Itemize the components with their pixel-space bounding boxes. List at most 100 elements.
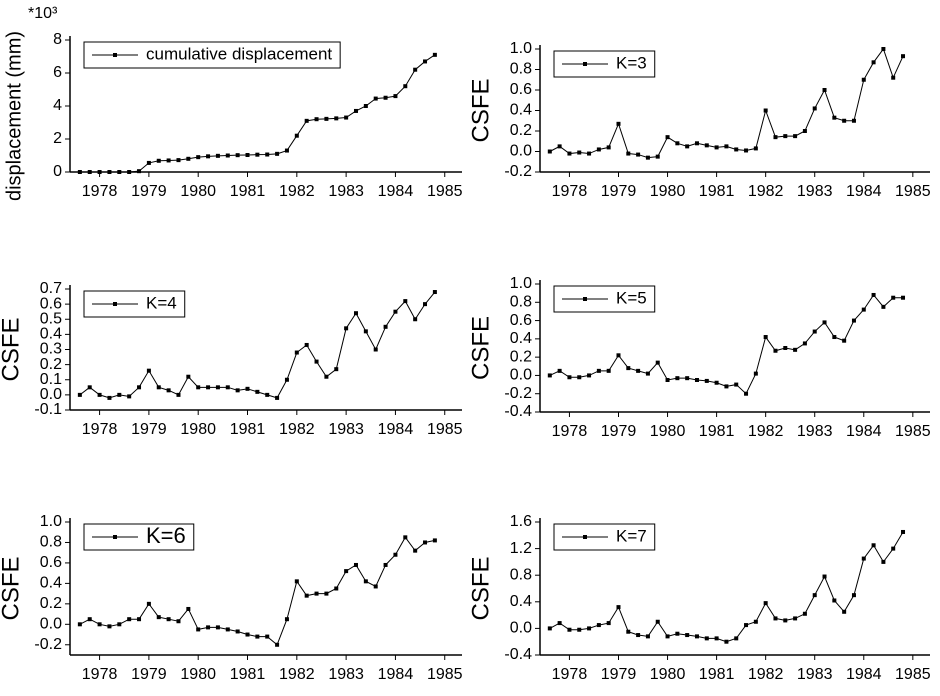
point-marker [763, 335, 768, 340]
x-tick-label: 1983 [328, 666, 364, 683]
point-marker [107, 624, 112, 629]
y-tick-label: 0.2 [40, 356, 62, 373]
y-tick-label: 0.6 [40, 295, 62, 312]
point-marker [275, 395, 280, 400]
legend-marker [113, 53, 117, 57]
x-tick-label: 1983 [328, 421, 364, 438]
x-tick-label: 1978 [552, 666, 588, 683]
point-marker [363, 104, 368, 108]
point-marker [577, 375, 582, 380]
y-tick-label: -0.2 [504, 385, 532, 402]
point-marker [547, 373, 552, 378]
point-marker [694, 378, 699, 382]
point-marker [901, 54, 906, 59]
point-marker [324, 116, 329, 121]
panel: 0 2 4 6 8 1978 1979 1980 1981 1982 1983 1984 1985 dis… [3, 5, 462, 201]
point-marker [235, 153, 240, 158]
point-marker [645, 634, 650, 639]
point-marker [107, 170, 112, 174]
x-tick-label: 1981 [230, 183, 266, 200]
point-marker [587, 626, 592, 631]
y-axis-label: CSFE [467, 556, 494, 620]
point-marker [626, 366, 631, 371]
panel: -0.4 0.0 0.4 0.8 1.2 1.6 1978 1979 1980 1981 1982 1… [467, 513, 930, 683]
point-marker [694, 634, 699, 639]
point-marker [137, 385, 142, 390]
point-marker [577, 150, 582, 155]
point-marker [344, 115, 349, 120]
x-tick-label: 1979 [131, 421, 167, 438]
y-tick-label: 0.7 [40, 280, 62, 297]
point-marker [871, 60, 876, 65]
point-marker [861, 307, 866, 312]
point-marker [383, 95, 388, 100]
point-marker [413, 67, 418, 72]
point-marker [373, 584, 378, 589]
legend-label: K=7 [616, 526, 647, 545]
point-marker [567, 627, 572, 632]
point-marker [344, 569, 349, 574]
point-marker [196, 155, 201, 160]
point-marker [413, 317, 418, 322]
point-marker [117, 622, 122, 627]
x-tick-label: 1983 [797, 183, 833, 200]
point-marker [432, 538, 437, 543]
point-marker [891, 75, 896, 80]
point-marker [186, 374, 191, 379]
point-marker [636, 368, 641, 373]
point-marker [744, 148, 749, 153]
point-marker [97, 622, 102, 627]
point-marker [304, 118, 309, 123]
point-marker [156, 158, 161, 163]
point-marker [626, 151, 631, 156]
y-axis-label: CSFE [0, 317, 24, 381]
y-tick-label: 0.5 [40, 310, 62, 327]
point-marker [842, 118, 847, 123]
point-marker [891, 546, 896, 551]
point-marker [665, 378, 670, 382]
point-marker [275, 642, 280, 647]
point-marker [423, 59, 428, 64]
point-marker [763, 601, 768, 606]
y-tick-label: 2 [53, 130, 62, 147]
y-tick-label: 0.2 [40, 595, 62, 612]
x-tick-label: 1980 [650, 666, 686, 683]
x-tick-label: 1985 [427, 666, 463, 683]
point-marker [186, 606, 191, 611]
point-marker [773, 135, 778, 140]
legend-marker [583, 535, 587, 539]
point-marker [812, 329, 817, 334]
point-marker [734, 382, 739, 387]
point-marker [881, 559, 886, 564]
point-marker [403, 84, 408, 89]
point-marker [373, 96, 378, 101]
point-marker [87, 170, 92, 174]
point-marker [645, 155, 650, 160]
point-marker [255, 152, 260, 157]
y-axis-label: CSFE [467, 316, 494, 380]
y-tick-label: 0.8 [510, 566, 532, 583]
point-marker [383, 562, 388, 567]
point-marker [275, 151, 280, 156]
point-marker [393, 309, 398, 314]
x-tick-label: 1978 [82, 421, 118, 438]
legend-label: K=4 [146, 293, 177, 312]
y-tick-label: 0.0 [510, 620, 532, 637]
point-marker [753, 619, 758, 624]
point-marker [626, 629, 631, 634]
x-tick-label: 1981 [230, 666, 266, 683]
x-tick-label: 1984 [846, 666, 882, 683]
point-marker [606, 368, 611, 373]
y-tick-label: 0.2 [510, 122, 532, 139]
point-marker [334, 586, 339, 591]
point-marker [235, 388, 240, 393]
panel: -0.2 0.0 0.2 0.4 0.6 0.8 1.0 1978 1979 1980 1981 19… [0, 513, 463, 683]
point-marker [314, 591, 319, 596]
point-marker [245, 153, 250, 158]
point-marker [802, 341, 807, 346]
x-tick-label: 1982 [279, 183, 315, 200]
x-tick-label: 1981 [699, 666, 735, 683]
point-marker [334, 116, 339, 121]
point-marker [87, 385, 92, 390]
point-marker [596, 368, 601, 373]
